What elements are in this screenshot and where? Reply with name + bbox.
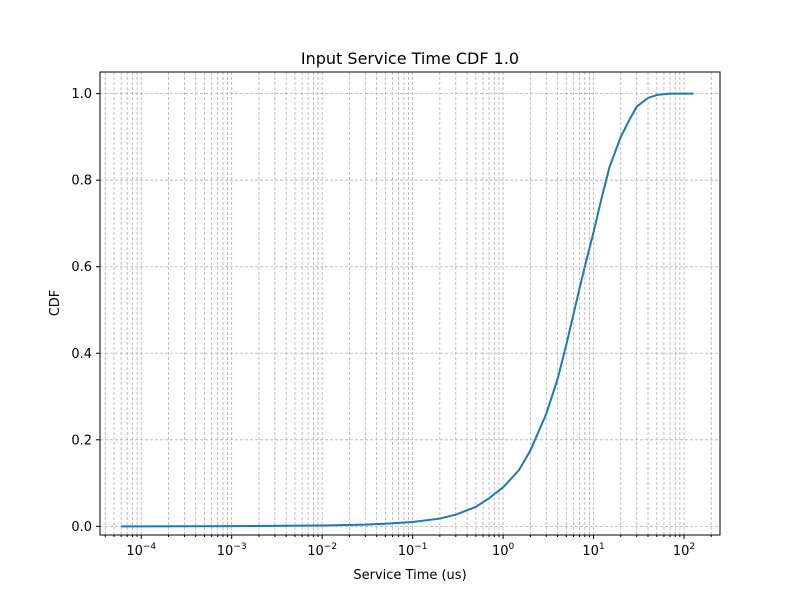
- y-tick-label: 0.2: [71, 433, 92, 448]
- series-layer: [121, 92, 694, 528]
- x-tick-label: 10−3: [217, 542, 247, 559]
- y-tick-label: 0.0: [71, 520, 92, 535]
- y-tick-label: 0.4: [71, 347, 92, 362]
- y-tick-label: 0.8: [71, 174, 92, 189]
- x-tick-label: 102: [673, 542, 695, 559]
- x-tick-label: 101: [582, 542, 604, 559]
- x-tick-label: 10−4: [126, 542, 156, 559]
- x-tick-label: 10−1: [398, 542, 428, 559]
- chart-title: Input Service Time CDF 1.0: [301, 49, 519, 68]
- y-axis-ticks: 0.0 0.2 0.4 0.6 0.8 1.0: [71, 87, 100, 535]
- cdf-series-line: [121, 92, 694, 528]
- y-axis-label: CDF: [48, 290, 63, 317]
- y-tick-label: 1.0: [71, 87, 92, 102]
- y-tick-label: 0.6: [71, 260, 92, 275]
- grid: [100, 72, 720, 535]
- x-axis-ticks: 10−4 10−3 10−2 10−1 100 101 102: [104, 535, 712, 559]
- plot-frame: [99, 71, 721, 536]
- x-axis-label: Service Time (us): [353, 568, 466, 583]
- x-tick-label: 100: [492, 542, 515, 559]
- x-tick-label: 10−2: [307, 542, 337, 559]
